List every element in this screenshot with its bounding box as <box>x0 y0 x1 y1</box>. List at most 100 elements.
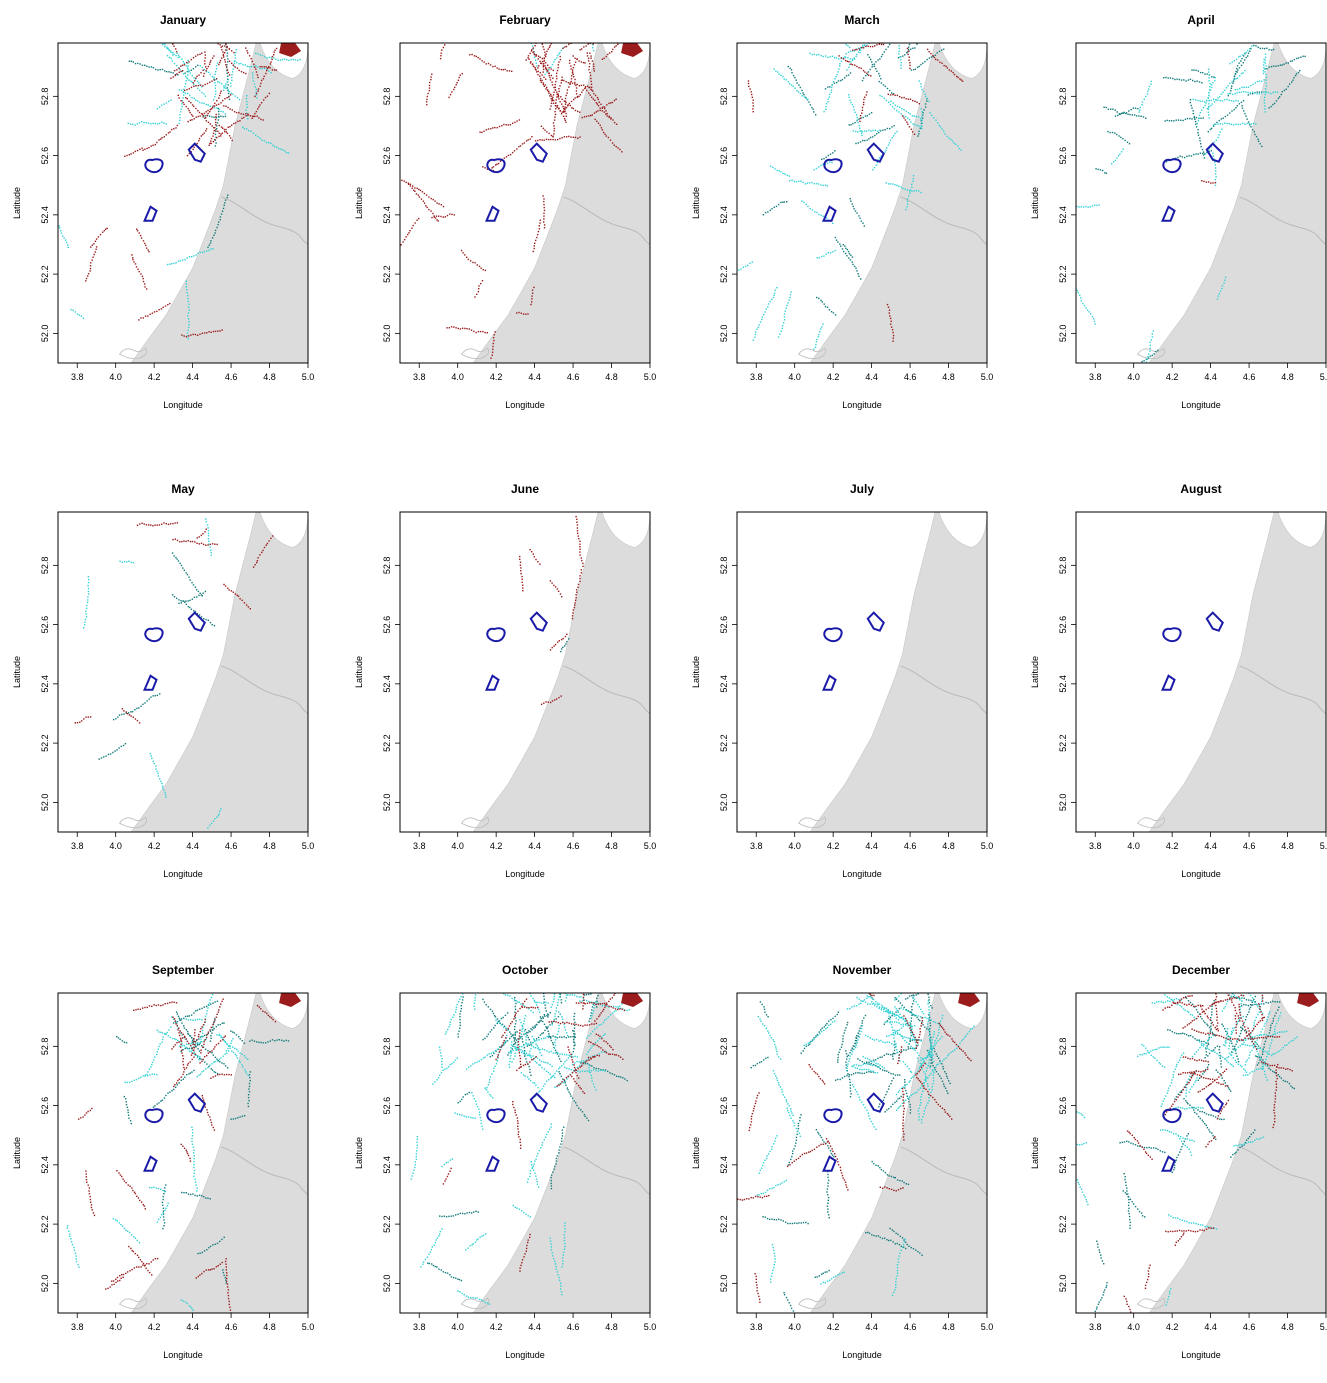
site-outline-south <box>145 1157 157 1171</box>
panel-title: September <box>123 963 243 977</box>
x-tick-label: 5.0 <box>981 841 994 851</box>
x-tick-label: 4.0 <box>1127 1322 1140 1332</box>
y-tick-label: 52.0 <box>719 1275 729 1293</box>
map-plot: 3.84.04.24.44.64.85.052.052.252.452.652.… <box>1026 993 1327 1383</box>
x-tick-label: 4.6 <box>904 841 917 851</box>
x-tick-label: 4.8 <box>1281 841 1294 851</box>
y-tick-label: 52.0 <box>40 1275 50 1293</box>
x-tick-label: 4.2 <box>490 841 503 851</box>
x-tick-label: 4.0 <box>109 1322 122 1332</box>
x-tick-label: 4.6 <box>904 1322 917 1332</box>
y-tick-label: 52.2 <box>40 265 50 283</box>
x-tick-label: 3.8 <box>413 841 426 851</box>
y-tick-label: 52.2 <box>1058 734 1068 752</box>
panel-title: February <box>465 13 585 27</box>
x-axis-label: Longitude <box>163 869 203 879</box>
x-tick-label: 5.0 <box>302 1322 315 1332</box>
x-axis-label: Longitude <box>1181 869 1221 879</box>
y-tick-label: 52.4 <box>40 206 50 224</box>
site-outline-east <box>1207 144 1223 162</box>
x-tick-label: 4.0 <box>109 841 122 851</box>
x-tick-label: 4.8 <box>1281 1322 1294 1332</box>
x-tick-label: 4.8 <box>942 841 955 851</box>
site-outline-east <box>189 613 205 631</box>
site-outline-east <box>189 144 205 162</box>
x-tick-label: 5.0 <box>1320 372 1327 382</box>
panel-title: December <box>1141 963 1261 977</box>
x-tick-label: 4.4 <box>528 372 541 382</box>
y-axis-label: Latitude <box>1030 656 1040 688</box>
y-tick-label: 52.8 <box>719 557 729 575</box>
y-tick-label: 52.0 <box>1058 794 1068 812</box>
panel-title: November <box>802 963 922 977</box>
x-tick-label: 4.4 <box>528 1322 541 1332</box>
x-tick-label: 4.8 <box>605 841 618 851</box>
x-tick-label: 4.4 <box>1204 1322 1217 1332</box>
x-axis-label: Longitude <box>842 869 882 879</box>
y-tick-label: 52.2 <box>382 734 392 752</box>
x-tick-label: 5.0 <box>644 841 657 851</box>
site-outline-east <box>531 144 547 162</box>
x-axis-label: Longitude <box>1181 400 1221 410</box>
site-outline-west <box>487 1109 504 1122</box>
x-axis-label: Longitude <box>842 400 882 410</box>
x-tick-label: 4.8 <box>942 372 955 382</box>
site-outline-south <box>145 207 157 221</box>
x-tick-label: 4.8 <box>605 372 618 382</box>
x-tick-label: 4.0 <box>788 1322 801 1332</box>
panel-title: October <box>465 963 585 977</box>
panel-title: June <box>465 482 585 496</box>
y-tick-label: 52.2 <box>719 265 729 283</box>
y-tick-label: 52.8 <box>40 1038 50 1056</box>
y-axis-label: Latitude <box>12 1137 22 1169</box>
y-tick-label: 52.0 <box>40 325 50 343</box>
x-tick-label: 4.4 <box>186 1322 199 1332</box>
x-tick-label: 5.0 <box>1320 1322 1327 1332</box>
x-tick-label: 5.0 <box>302 841 315 851</box>
y-axis-label: Latitude <box>12 656 22 688</box>
x-tick-label: 4.8 <box>263 1322 276 1332</box>
y-axis-label: Latitude <box>354 656 364 688</box>
site-outline-west <box>145 159 162 172</box>
x-tick-label: 4.0 <box>451 841 464 851</box>
x-tick-label: 4.8 <box>942 1322 955 1332</box>
site-outline-east <box>1207 1094 1223 1112</box>
site-outline-west <box>1163 1109 1180 1122</box>
x-tick-label: 3.8 <box>1089 1322 1102 1332</box>
y-tick-label: 52.4 <box>719 206 729 224</box>
x-axis-label: Longitude <box>505 1350 545 1360</box>
y-tick-label: 52.4 <box>719 675 729 693</box>
y-tick-label: 52.6 <box>40 147 50 165</box>
panel-title: May <box>123 482 243 496</box>
x-tick-label: 4.2 <box>1166 372 1179 382</box>
x-axis-label: Longitude <box>505 869 545 879</box>
site-outline-east <box>531 1094 547 1112</box>
x-tick-label: 4.4 <box>528 841 541 851</box>
site-outline-east <box>1207 613 1223 631</box>
x-axis-label: Longitude <box>163 400 203 410</box>
y-tick-label: 52.6 <box>382 1097 392 1115</box>
x-tick-label: 4.6 <box>225 841 238 851</box>
site-outline-south <box>824 207 836 221</box>
site-outline-south <box>824 676 836 690</box>
x-tick-label: 5.0 <box>302 372 315 382</box>
y-axis-label: Latitude <box>691 1137 701 1169</box>
x-tick-label: 4.4 <box>865 1322 878 1332</box>
site-outline-south <box>487 1157 499 1171</box>
x-tick-label: 5.0 <box>981 1322 994 1332</box>
y-tick-label: 52.6 <box>719 147 729 165</box>
y-axis-label: Latitude <box>691 656 701 688</box>
y-tick-label: 52.0 <box>382 794 392 812</box>
y-tick-label: 52.8 <box>40 88 50 106</box>
x-axis-label: Longitude <box>1181 1350 1221 1360</box>
site-outline-south <box>487 676 499 690</box>
x-axis-label: Longitude <box>505 400 545 410</box>
x-tick-label: 4.2 <box>148 841 161 851</box>
x-tick-label: 5.0 <box>981 372 994 382</box>
x-tick-label: 3.8 <box>71 841 84 851</box>
